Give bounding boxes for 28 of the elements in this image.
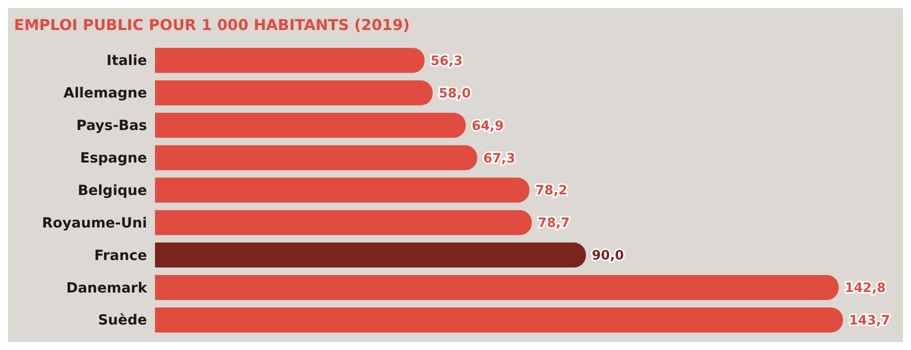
y-tick-label: Danemark xyxy=(66,280,148,296)
y-tick-label: Belgique xyxy=(78,182,147,199)
bar xyxy=(155,112,466,138)
chart-title: EMPLOI PUBLIC POUR 1 000 HABITANTS (2019) xyxy=(13,15,411,36)
data-label: 67,3 xyxy=(483,151,516,166)
data-label: 58,0 xyxy=(438,86,471,102)
data-label: 64,9 xyxy=(472,118,504,134)
data-label: 78,7 xyxy=(538,216,570,232)
data-label: 142,8 xyxy=(844,281,886,296)
y-tick-label: Royaume-Uni xyxy=(42,215,147,232)
y-tick-label: Italie xyxy=(106,53,147,70)
data-label: 90,0 xyxy=(592,248,624,264)
bar xyxy=(155,307,843,332)
data-label: 78,2 xyxy=(535,184,568,199)
y-tick-label: Suède xyxy=(98,312,147,329)
y-tick-label: Espagne xyxy=(80,150,147,167)
data-label: 143,7 xyxy=(849,314,890,328)
y-tick-label: France xyxy=(94,248,147,264)
bar xyxy=(155,178,530,203)
bar xyxy=(155,210,532,236)
bar xyxy=(155,275,839,300)
y-tick-label: Pays-Bas xyxy=(76,118,147,134)
bar xyxy=(155,145,478,170)
bar xyxy=(155,48,425,73)
y-tick-label: Allemagne xyxy=(64,86,147,102)
data-label: 56,3 xyxy=(430,54,463,69)
bar xyxy=(155,80,433,106)
bar xyxy=(155,242,586,268)
